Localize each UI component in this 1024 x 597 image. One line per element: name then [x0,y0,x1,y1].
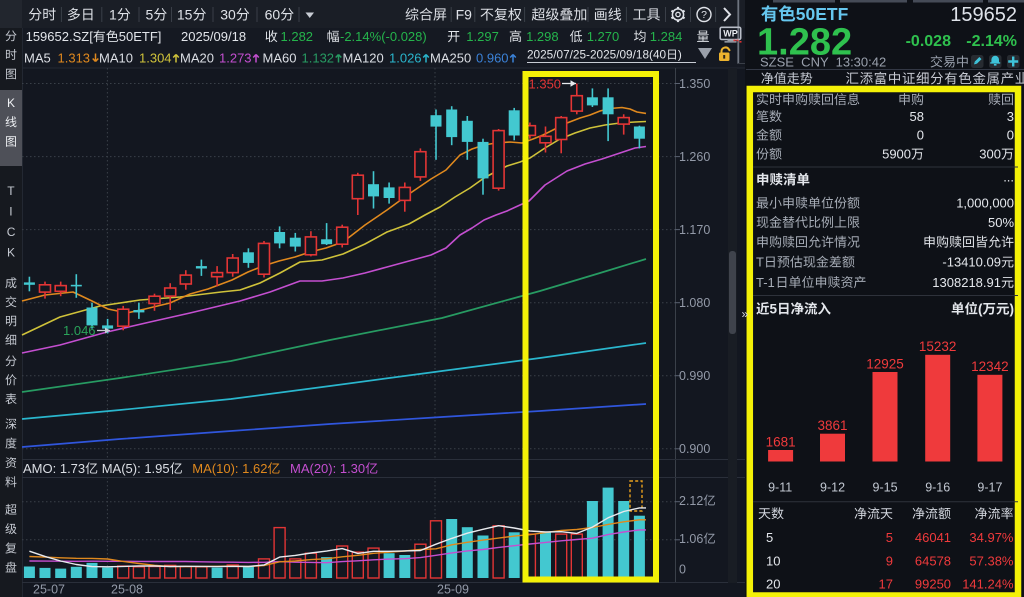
svg-text:5900: 5900 [882,147,911,162]
svg-text:): ) [1010,302,1015,317]
svg-text:10: 10 [766,553,780,568]
svg-text:9-11: 9-11 [768,480,792,494]
svg-text:F9: F9 [456,7,473,23]
svg-text:3861: 3861 [818,418,848,433]
svg-text:25-09: 25-09 [437,582,469,596]
svg-text:1.284: 1.284 [650,29,683,44]
svg-text:1.273: 1.273 [219,51,252,66]
svg-text:5: 5 [770,302,778,317]
svg-text:57.38%: 57.38% [969,553,1014,568]
svg-text:1.080: 1.080 [679,296,710,310]
svg-text:1,000,000: 1,000,000 [956,196,1014,211]
svg-text:64578: 64578 [915,553,951,568]
svg-text:50ETF]: 50ETF] [119,29,162,44]
svg-text:12925: 12925 [866,356,904,371]
svg-text:K: K [7,245,15,259]
svg-text:50%: 50% [988,215,1014,230]
svg-text:58: 58 [910,109,924,124]
svg-text:60: 60 [265,7,281,23]
svg-text:0.900: 0.900 [679,442,710,456]
svg-text:159652.SZ[: 159652.SZ[ [26,29,94,44]
svg-text:159652: 159652 [950,4,1017,26]
svg-text:0: 0 [917,128,924,143]
svg-text:300: 300 [979,147,1001,162]
svg-text:30: 30 [220,7,236,23]
svg-text:MA10: MA10 [99,51,133,66]
svg-text:-13410.09: -13410.09 [942,255,1001,270]
svg-text:17: 17 [879,576,893,591]
svg-text:1.304: 1.304 [139,51,172,66]
svg-text:): ) [678,48,682,62]
svg-text:T-1: T-1 [756,275,775,290]
svg-text:(: ( [978,302,983,317]
svg-text:2025/09/18: 2025/09/18 [181,29,246,44]
svg-text:0.990: 0.990 [679,369,710,383]
svg-text:15: 15 [177,7,193,23]
svg-text:K: K [7,96,15,110]
svg-text:-2.14%: -2.14% [966,33,1017,50]
svg-text:15232: 15232 [919,339,957,354]
svg-text:0: 0 [1007,128,1014,143]
svg-text:1308218.91: 1308218.91 [932,275,1001,290]
svg-text:MA60: MA60 [263,51,297,66]
svg-text:25-08: 25-08 [111,582,143,596]
svg-text:MA(10): 1.62: MA(10): 1.62 [192,461,267,476]
svg-text:1.282: 1.282 [281,29,314,44]
svg-text:MA120: MA120 [343,51,384,66]
svg-text:1.313: 1.313 [58,51,91,66]
svg-text:I: I [9,204,12,218]
svg-text:MA20: MA20 [180,51,214,66]
svg-text:34.97%: 34.97% [969,530,1014,545]
svg-text:9-15: 9-15 [873,480,898,494]
svg-text:9-16: 9-16 [925,480,950,494]
svg-text:1.282: 1.282 [757,22,852,64]
svg-text:1.046: 1.046 [63,323,96,338]
svg-text:99250: 99250 [915,576,951,591]
svg-text:2025/07/25-2025/09/18(40: 2025/07/25-2025/09/18(40 [527,48,667,62]
svg-text:»: » [742,307,749,321]
svg-text:T: T [756,255,764,270]
svg-text:1.260: 1.260 [679,150,710,164]
svg-text:25-07: 25-07 [33,582,65,596]
svg-text:1.270: 1.270 [587,29,620,44]
svg-text:?: ? [701,9,707,21]
svg-text:1: 1 [109,7,117,23]
svg-text:20: 20 [766,576,780,591]
svg-text:5: 5 [146,7,154,23]
svg-text:C: C [7,225,16,239]
svg-text:SZSE CNY 13:30:42: SZSE CNY 13:30:42 [760,54,886,69]
svg-text:5: 5 [886,530,893,545]
svg-text:1.170: 1.170 [679,223,710,237]
svg-text:1.06: 1.06 [679,532,703,546]
svg-text:AMO: 1.73: AMO: 1.73 [23,461,85,476]
svg-text:9-17: 9-17 [977,480,1002,494]
svg-text:9-12: 9-12 [820,480,845,494]
svg-text:141.24%: 141.24% [962,576,1014,591]
svg-text:50ETF: 50ETF [796,4,849,24]
svg-text:1681: 1681 [766,434,796,449]
svg-text:0: 0 [679,562,686,576]
svg-text:T: T [7,184,15,198]
svg-text:1.026: 1.026 [389,51,422,66]
svg-text:5: 5 [766,530,773,545]
svg-text:MA5: MA5 [24,51,51,66]
svg-text:1.350: 1.350 [679,77,710,91]
svg-text:MA250: MA250 [430,51,471,66]
svg-text:MA(20): 1.30: MA(20): 1.30 [290,461,365,476]
svg-text:...: ... [1003,170,1014,185]
svg-text:1.298: 1.298 [526,29,559,44]
svg-text:9: 9 [886,553,893,568]
svg-text:1.132: 1.132 [302,51,335,66]
svg-text:MA(5): 1.95: MA(5): 1.95 [98,461,170,476]
svg-text:WP: WP [723,29,738,39]
svg-text:1.350: 1.350 [529,77,562,92]
svg-text:2.12: 2.12 [679,494,703,508]
svg-text:46041: 46041 [915,530,951,545]
svg-text:1.297: 1.297 [466,29,499,44]
svg-text:0.960: 0.960 [476,51,509,66]
svg-text:12342: 12342 [971,359,1009,374]
svg-text:3: 3 [1007,109,1014,124]
svg-text:-2.14%(-0.028): -2.14%(-0.028) [340,29,427,44]
svg-text:-0.028: -0.028 [906,33,951,50]
